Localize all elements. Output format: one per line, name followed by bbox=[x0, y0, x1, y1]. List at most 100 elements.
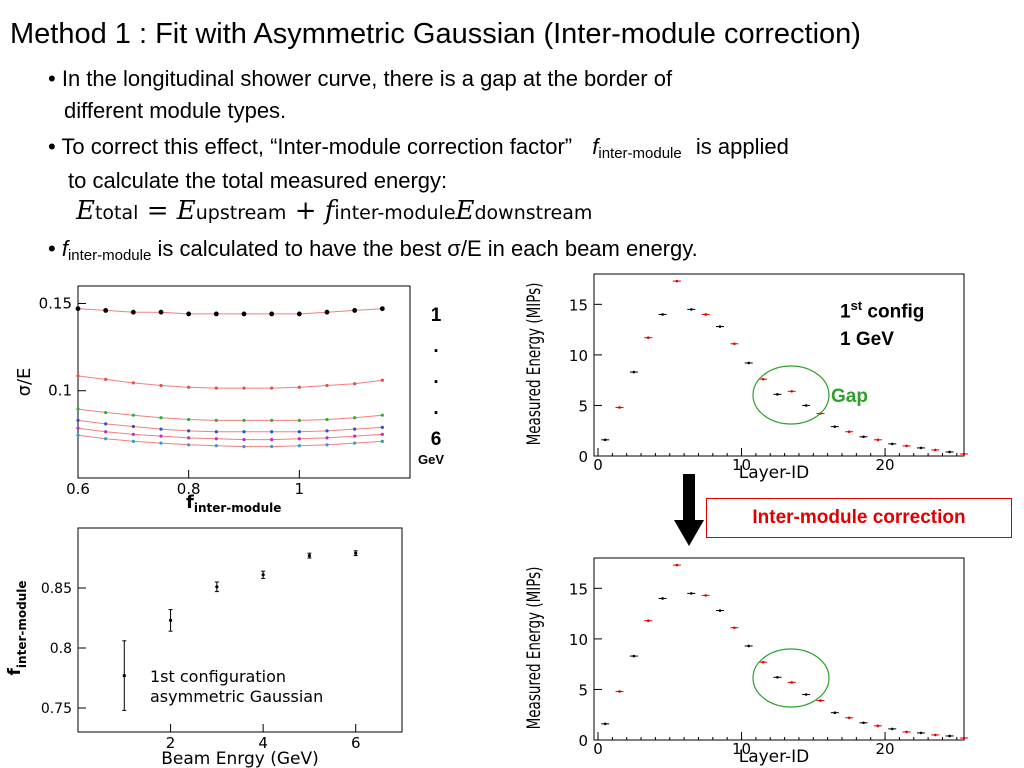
data-point bbox=[103, 308, 109, 313]
fit-line bbox=[77, 408, 383, 421]
data-point bbox=[646, 619, 650, 622]
energy-mark: 1 bbox=[430, 305, 442, 326]
gap-circle bbox=[752, 365, 830, 425]
x-tick-label: 0.6 bbox=[66, 480, 90, 498]
data-point bbox=[159, 434, 163, 438]
x-axis-label: Beam Enrgy (GeV) bbox=[161, 749, 319, 768]
data-point bbox=[122, 674, 126, 678]
data-point bbox=[847, 716, 851, 720]
chart-title: 1st configuration bbox=[150, 667, 286, 686]
factor-sub: inter-module bbox=[598, 145, 682, 162]
data-point bbox=[833, 425, 837, 428]
data-point bbox=[962, 736, 966, 740]
bullet-dot: • bbox=[48, 134, 56, 159]
bullet-3-sub: inter-module bbox=[67, 247, 152, 264]
data-point bbox=[307, 554, 312, 558]
data-point bbox=[242, 438, 246, 442]
data-point bbox=[76, 374, 80, 378]
data-point bbox=[325, 443, 329, 447]
data-point bbox=[214, 430, 218, 434]
data-point bbox=[919, 446, 923, 450]
gap-circle bbox=[752, 648, 830, 708]
data-point bbox=[75, 306, 81, 312]
data-point bbox=[819, 699, 822, 702]
y-axis-label: σ/E bbox=[14, 368, 35, 397]
data-point bbox=[704, 594, 707, 597]
data-point bbox=[948, 450, 951, 454]
slide-title: Method 1 : Fit with Asymmetric Gaussian … bbox=[10, 18, 861, 50]
plot-frame bbox=[77, 285, 411, 479]
energy-equation: Etotal = Eupstream + finter-moduleEdowns… bbox=[76, 196, 592, 226]
x-tick-label: 0 bbox=[593, 456, 603, 474]
data-point bbox=[76, 433, 80, 437]
x-tick-label: 0 bbox=[593, 740, 603, 758]
data-point bbox=[214, 386, 218, 390]
data-point bbox=[718, 325, 722, 328]
config-label: 1st config 1 GeV bbox=[840, 292, 924, 354]
bullet-2: • To correct this effect, “Inter-module … bbox=[48, 134, 789, 162]
data-point bbox=[269, 311, 275, 317]
y-tick-label: 15 bbox=[569, 580, 588, 598]
data-point bbox=[325, 417, 329, 422]
data-point bbox=[214, 437, 218, 441]
data-point bbox=[933, 448, 937, 452]
data-point bbox=[104, 437, 108, 441]
data-point bbox=[761, 377, 765, 381]
data-point bbox=[804, 404, 808, 407]
data-point bbox=[187, 429, 191, 433]
data-point bbox=[104, 377, 108, 381]
x-tick-label: 20 bbox=[876, 456, 895, 474]
data-point bbox=[159, 427, 163, 431]
data-point bbox=[270, 418, 274, 422]
data-point bbox=[104, 430, 108, 434]
bullet-2-pre: To correct this effect, “Inter-module co… bbox=[61, 134, 573, 159]
data-point bbox=[862, 435, 865, 439]
data-point bbox=[242, 444, 246, 449]
data-point bbox=[876, 724, 880, 728]
data-point bbox=[790, 389, 794, 393]
bullet-2-factor: finter-module bbox=[592, 134, 682, 162]
fit-line bbox=[77, 427, 383, 441]
eq-plus: + bbox=[294, 196, 317, 226]
data-point bbox=[689, 308, 693, 311]
data-point bbox=[187, 436, 191, 440]
plot-frame bbox=[593, 273, 965, 457]
factor-f: f bbox=[592, 134, 599, 159]
data-point bbox=[187, 417, 191, 422]
data-point bbox=[380, 378, 384, 382]
correction-label: Inter-module correction bbox=[706, 498, 1012, 538]
energy-mark: . bbox=[433, 336, 439, 357]
data-point bbox=[675, 279, 679, 283]
data-point bbox=[833, 711, 837, 714]
y-tick-label: 0.75 bbox=[41, 701, 72, 717]
data-point bbox=[603, 722, 607, 726]
fit-line bbox=[77, 308, 383, 315]
x-tick-label: 0.8 bbox=[177, 480, 201, 498]
data-point bbox=[158, 309, 164, 315]
plot-frame bbox=[77, 527, 403, 733]
data-point bbox=[761, 660, 765, 664]
bullet-1-line1: In the longitudinal shower curve, there … bbox=[61, 66, 673, 91]
data-point bbox=[847, 430, 851, 434]
data-point bbox=[215, 585, 219, 589]
bullet-1: • In the longitudinal shower curve, ther… bbox=[48, 66, 672, 92]
data-point bbox=[297, 437, 301, 441]
data-point bbox=[76, 418, 80, 422]
eq-lhs: E bbox=[76, 196, 95, 226]
data-point bbox=[242, 386, 246, 390]
y-axis-label: Measured Energy (MIPs) bbox=[523, 567, 545, 730]
data-point bbox=[353, 382, 357, 386]
data-point bbox=[933, 733, 937, 737]
y-tick-label: 0.8 bbox=[50, 641, 72, 657]
data-point bbox=[186, 311, 192, 317]
data-point bbox=[325, 436, 329, 440]
y-axis-label: finter-module bbox=[5, 581, 29, 676]
data-point bbox=[168, 618, 173, 622]
down-arrow-icon bbox=[674, 474, 704, 546]
data-point bbox=[661, 313, 664, 316]
data-point bbox=[380, 413, 384, 417]
data-point bbox=[890, 442, 894, 446]
y-tick-label: 5 bbox=[578, 681, 588, 699]
y-tick-label: 10 bbox=[569, 347, 588, 365]
data-point bbox=[733, 342, 736, 346]
